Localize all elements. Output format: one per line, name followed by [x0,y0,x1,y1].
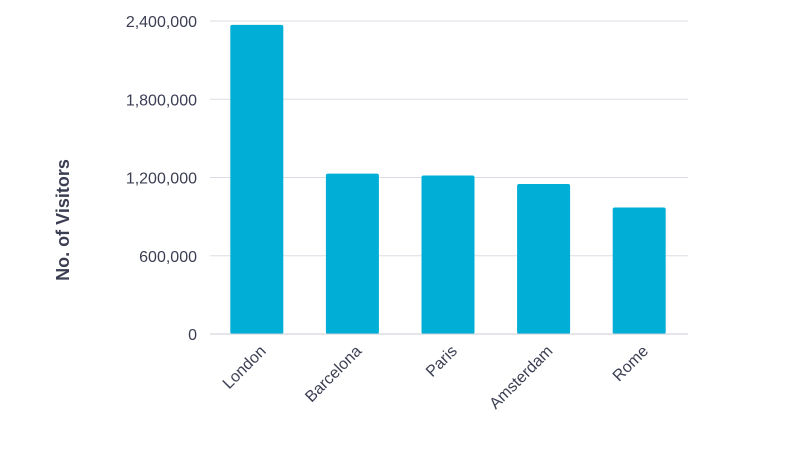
bars [230,24,666,334]
bar-amsterdam [517,184,571,334]
x-tick-label: Rome [610,343,652,385]
bar-barcelona [325,173,379,334]
y-tick-label: 1,800,000 [126,92,197,109]
bar-rome [612,207,666,334]
y-tick-label: 1,200,000 [126,171,197,188]
y-tick-label: 600,000 [139,249,197,266]
tick-labels: 0 600,000 1,200,000 1,800,000 2,400,000 Londo… [126,14,652,413]
x-tick-label: Barcelona [302,343,365,406]
y-axis-title: No. of Visitors [53,159,73,281]
y-tick-label: 2,400,000 [126,14,197,31]
x-tick-label: London [220,343,270,393]
y-tick-label: 0 [188,327,197,344]
x-tick-label: Amsterdam [487,343,557,413]
bar-paris [421,175,475,334]
bar-london [230,24,284,334]
x-tick-label: Paris [423,343,461,381]
